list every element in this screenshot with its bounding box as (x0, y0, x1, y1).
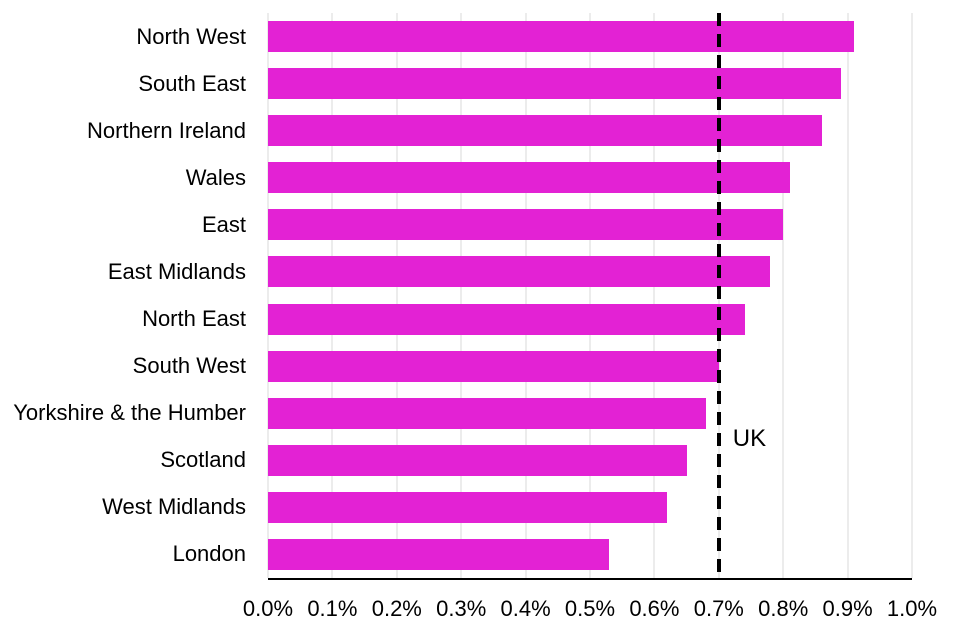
bar (268, 350, 719, 382)
bar (268, 209, 784, 241)
x-tick-label: 0.5% (564, 596, 616, 621)
category-label: South East (138, 70, 246, 96)
category-label: Yorkshire & the Humber (13, 400, 246, 426)
gridline (460, 13, 462, 578)
bar (268, 68, 842, 100)
gridline (331, 13, 333, 578)
category-labels: North West South East Northern Ireland Wale… (0, 13, 246, 578)
uk-reference-line (716, 13, 721, 578)
category-label: London (172, 541, 246, 567)
uk-reference-label: UK (732, 425, 767, 452)
gridline (782, 13, 784, 578)
gridline (589, 13, 591, 578)
plot-area: UK (267, 13, 913, 580)
bar (268, 444, 687, 476)
x-tick-label: 0.9% (822, 596, 873, 621)
x-axis-tick-labels: 0.0% 0.1% 0.2% 0.3% 0.4% 0.5% 0.6% 0.7% 0.8% 0.9%… (243, 580, 937, 628)
gridline (653, 13, 655, 578)
gridline (847, 13, 849, 578)
category-label: Wales (185, 164, 246, 190)
x-tick-label: 0.6% (629, 596, 680, 621)
bars (268, 13, 912, 578)
gridline (396, 13, 398, 578)
x-tick-label: 0.1% (307, 596, 358, 621)
x-tick-label: 0.3% (436, 596, 487, 621)
bar (268, 256, 771, 288)
x-tick-label: 0.7% (693, 596, 744, 621)
bar (268, 162, 790, 194)
category-label: East (201, 211, 246, 237)
bar (268, 491, 668, 523)
x-tick-label: 0.0% (242, 596, 294, 621)
x-tick-label: 0.8% (758, 596, 809, 621)
x-tick-label: 0.2% (371, 596, 422, 621)
category-label: South West (132, 353, 246, 379)
bar (268, 538, 610, 570)
category-label: North West (136, 23, 246, 49)
category-label: Scotland (160, 447, 246, 473)
bar (268, 21, 855, 53)
category-label: West Midlands (102, 494, 246, 520)
bar (268, 397, 706, 429)
category-label: Northern Ireland (87, 117, 246, 143)
x-tick-label: 1.0% (886, 596, 938, 621)
bar (268, 303, 745, 335)
category-label: North East (142, 306, 246, 331)
gridline (525, 13, 527, 578)
category-label: East Midlands (107, 258, 246, 284)
gridline (911, 13, 913, 578)
gridline (267, 13, 269, 578)
x-tick-label: 0.4% (500, 596, 551, 621)
bar (268, 115, 822, 147)
